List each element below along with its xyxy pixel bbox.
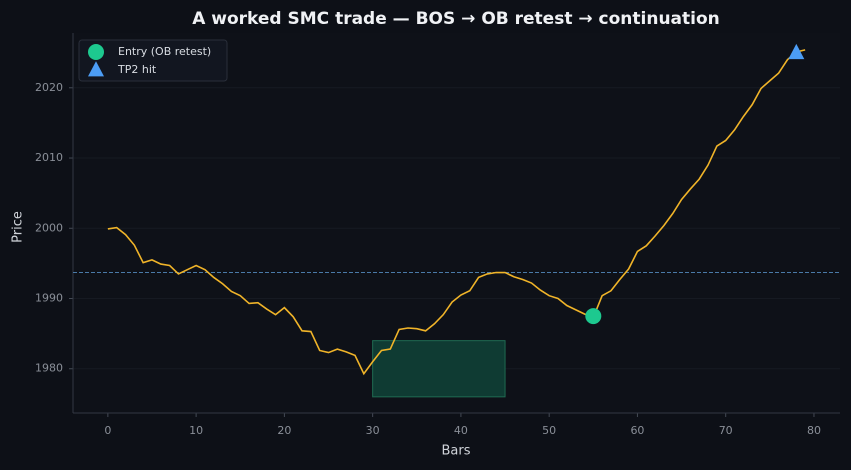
price-line — [107, 49, 806, 376]
marker — [585, 308, 602, 325]
y-tick-label: 1990 — [35, 292, 63, 305]
x-tick-label: 70 — [719, 424, 733, 437]
y-tick-label: 2020 — [35, 81, 63, 94]
y-tick-label: 1980 — [35, 362, 63, 375]
x-tick-label: 20 — [277, 424, 291, 437]
x-axis-label: Bars — [441, 444, 470, 459]
y-tick-label: 2010 — [35, 151, 63, 164]
marker — [788, 43, 805, 60]
x-tick-label: 80 — [807, 424, 821, 437]
order-block-zone — [372, 340, 506, 398]
chart-title: A worked SMC trade — BOS → OB retest → c… — [192, 9, 720, 29]
x-tick-label: 10 — [189, 424, 203, 437]
legend-marker — [88, 61, 104, 77]
legend-label: Entry (OB retest) — [118, 45, 211, 58]
legend-label: TP2 hit — [117, 63, 157, 76]
y-axis-label: Price — [11, 211, 26, 243]
legend-marker — [88, 44, 104, 60]
x-tick-label: 0 — [104, 424, 111, 437]
x-tick-label: 30 — [366, 424, 380, 437]
legend-box — [78, 39, 228, 82]
x-tick-label: 40 — [454, 424, 468, 437]
y-tick-label: 2000 — [35, 221, 63, 234]
x-tick-label: 60 — [630, 424, 644, 437]
x-tick-label: 50 — [542, 424, 556, 437]
